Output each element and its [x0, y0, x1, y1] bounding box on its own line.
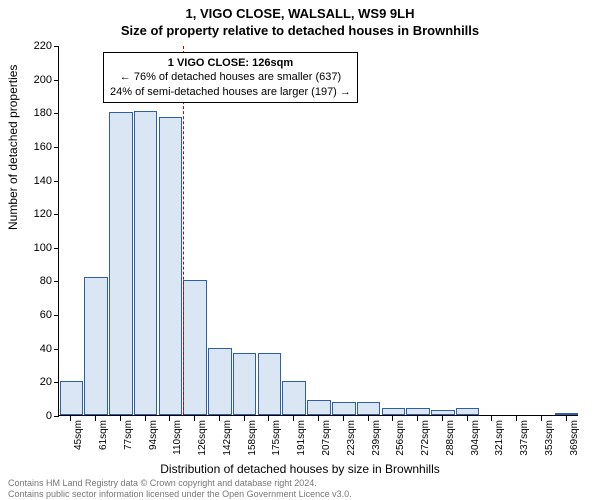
- x-tick-mark: [516, 416, 517, 421]
- y-tick-label: 20: [12, 376, 52, 388]
- y-tick-mark: [54, 113, 59, 114]
- histogram-bar: [109, 112, 133, 415]
- y-tick-label: 120: [12, 208, 52, 220]
- x-tick-mark: [368, 416, 369, 421]
- property-caption-box: 1 VIGO CLOSE: 126sqm← 76% of detached ho…: [103, 52, 358, 103]
- histogram-bar: [60, 381, 84, 415]
- histogram-bar: [307, 400, 331, 415]
- page-title-address: 1, VIGO CLOSE, WALSALL, WS9 9LH: [0, 0, 600, 21]
- caption-line: 1 VIGO CLOSE: 126sqm: [110, 56, 351, 70]
- y-tick-label: 220: [12, 40, 52, 52]
- y-tick-label: 60: [12, 309, 52, 321]
- histogram-bar: [258, 353, 282, 415]
- x-tick-mark: [219, 416, 220, 421]
- histogram-bar: [456, 408, 480, 415]
- page-title-subtitle: Size of property relative to detached ho…: [0, 21, 600, 38]
- histogram-bar: [134, 111, 158, 415]
- y-tick-label: 180: [12, 107, 52, 119]
- x-tick-mark: [541, 416, 542, 421]
- y-tick-mark: [54, 147, 59, 148]
- y-tick-label: 100: [12, 242, 52, 254]
- x-tick-mark: [392, 416, 393, 421]
- footer-line-1: Contains HM Land Registry data © Crown c…: [8, 478, 352, 488]
- x-tick-mark: [417, 416, 418, 421]
- y-tick-mark: [54, 46, 59, 47]
- x-tick-mark: [120, 416, 121, 421]
- y-tick-label: 80: [12, 275, 52, 287]
- y-tick-mark: [54, 181, 59, 182]
- x-tick-mark: [70, 416, 71, 421]
- y-tick-label: 140: [12, 175, 52, 187]
- y-tick-label: 200: [12, 74, 52, 86]
- histogram-bar: [208, 348, 232, 415]
- y-tick-mark: [54, 349, 59, 350]
- footer-line-2: Contains public sector information licen…: [8, 489, 352, 499]
- y-tick-label: 160: [12, 141, 52, 153]
- y-tick-mark: [54, 382, 59, 383]
- histogram-plot: 1 VIGO CLOSE: 126sqm← 76% of detached ho…: [58, 46, 578, 416]
- x-tick-mark: [318, 416, 319, 421]
- chart-container: 1 VIGO CLOSE: 126sqm← 76% of detached ho…: [58, 46, 578, 416]
- x-tick-mark: [566, 416, 567, 421]
- x-tick-mark: [343, 416, 344, 421]
- caption-line: ← 76% of detached houses are smaller (63…: [110, 70, 351, 84]
- x-tick-mark: [491, 416, 492, 421]
- x-tick-mark: [95, 416, 96, 421]
- y-tick-mark: [54, 248, 59, 249]
- histogram-bar: [332, 402, 356, 415]
- y-tick-label: 40: [12, 343, 52, 355]
- y-tick-mark: [54, 80, 59, 81]
- x-tick-mark: [268, 416, 269, 421]
- y-tick-mark: [54, 281, 59, 282]
- histogram-bar: [382, 408, 406, 415]
- caption-line: 24% of semi-detached houses are larger (…: [110, 85, 351, 99]
- y-tick-label: 0: [12, 410, 52, 422]
- histogram-bar: [84, 277, 108, 415]
- histogram-bar: [183, 280, 207, 415]
- x-tick-mark: [145, 416, 146, 421]
- x-tick-mark: [467, 416, 468, 421]
- attribution-footer: Contains HM Land Registry data © Crown c…: [8, 478, 352, 499]
- histogram-bar: [233, 353, 257, 415]
- x-tick-mark: [293, 416, 294, 421]
- x-tick-mark: [194, 416, 195, 421]
- y-tick-mark: [54, 214, 59, 215]
- x-tick-mark: [442, 416, 443, 421]
- x-tick-mark: [244, 416, 245, 421]
- y-tick-mark: [54, 315, 59, 316]
- y-tick-mark: [54, 416, 59, 417]
- x-axis-label: Distribution of detached houses by size …: [0, 462, 600, 476]
- histogram-bar: [357, 402, 381, 415]
- histogram-bar: [159, 117, 183, 415]
- histogram-bar: [431, 410, 455, 415]
- histogram-bar: [555, 413, 579, 415]
- x-tick-mark: [169, 416, 170, 421]
- histogram-bar: [406, 408, 430, 415]
- histogram-bar: [282, 381, 306, 415]
